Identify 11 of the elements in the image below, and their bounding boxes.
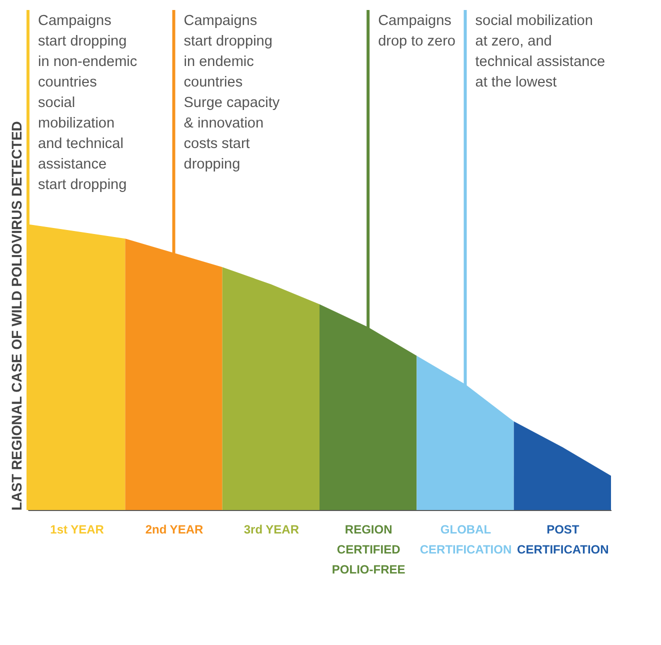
x-tick-label: REGION CERTIFIED POLIO-FREE bbox=[332, 522, 406, 576]
x-tick-label: GLOBAL CERTIFICATION bbox=[420, 522, 512, 556]
ref-line-label: Campaigns drop to zero bbox=[378, 13, 456, 50]
ref-line-label: Campaigns start dropping in endemic countries Surge capacity & innovation costs start dropping bbox=[184, 13, 280, 172]
x-tick-label: 1st YEAR bbox=[50, 522, 104, 536]
y-axis-title: LAST REGIONAL CASE OF WILD POLIOVIRUS DETECTED bbox=[8, 121, 24, 510]
text: Campaigns start dropping in non-endemic countries social mobilization and technical assistance start dropping bbox=[38, 13, 138, 193]
x-tick-label: 3rd YEAR bbox=[244, 522, 300, 536]
x-tick-label: POST CERTIFICATION bbox=[517, 522, 609, 556]
x-tick-label: 2nd YEAR bbox=[145, 522, 204, 536]
ref-line-label: social mobilization at zero, and technical assistance at the lowest bbox=[475, 13, 606, 90]
